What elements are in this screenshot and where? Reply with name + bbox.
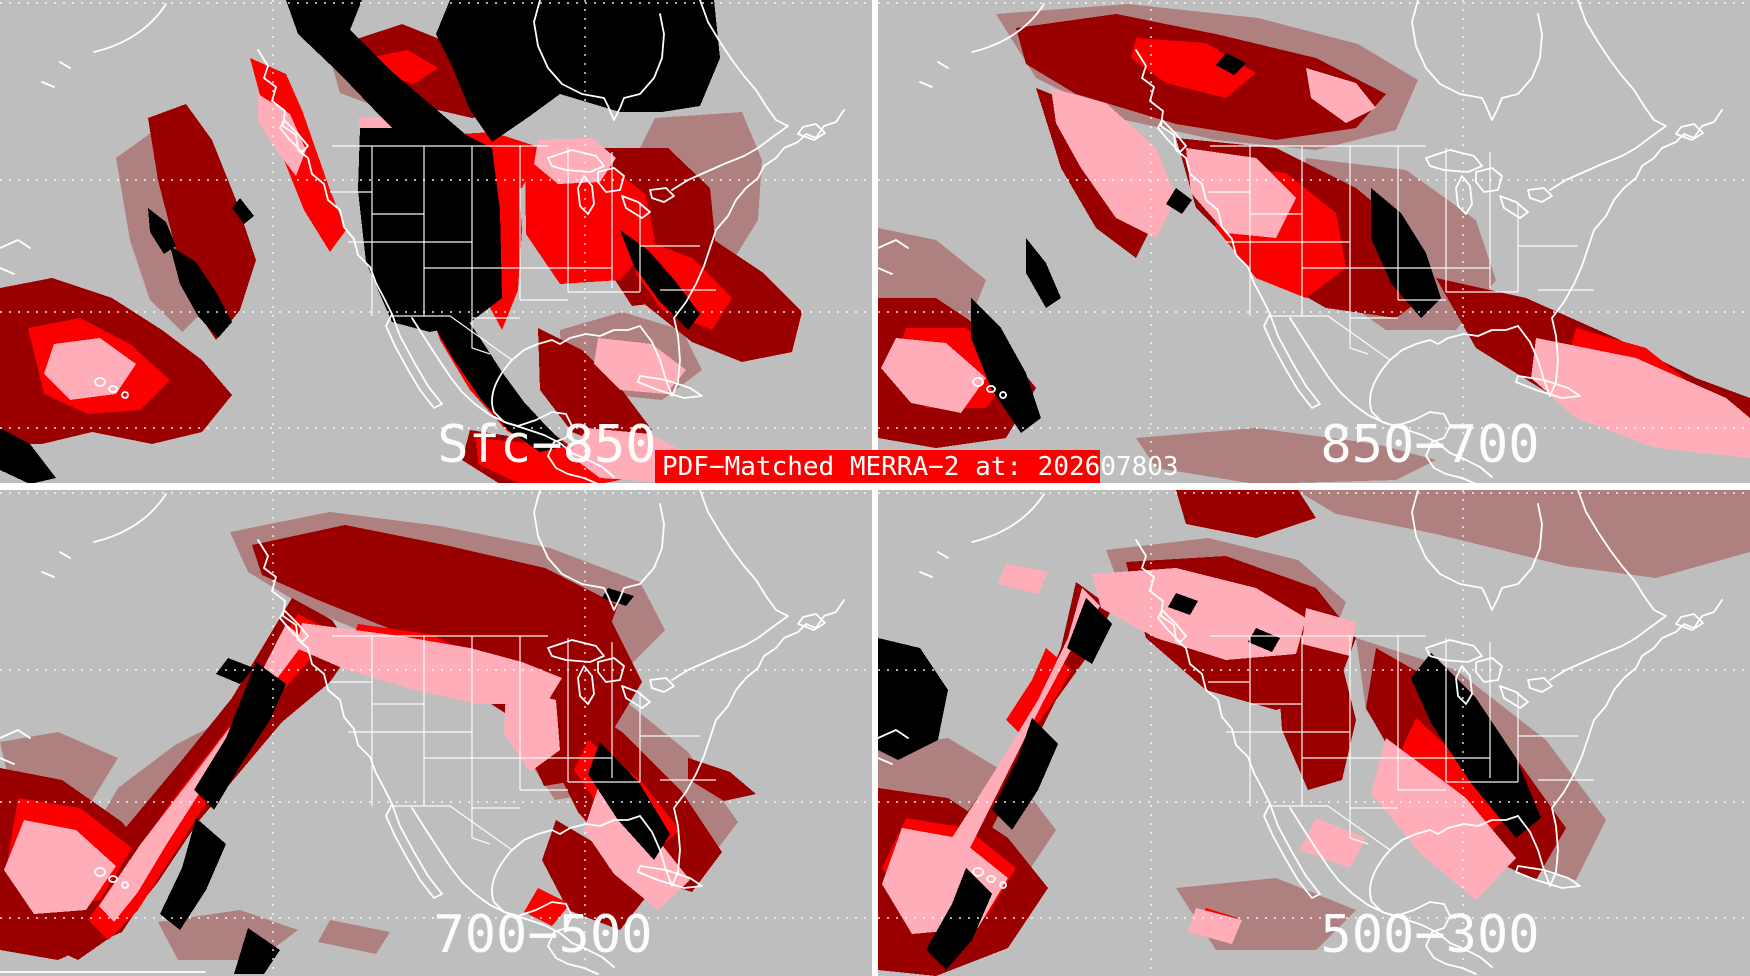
humidity-data-layer <box>878 4 1750 484</box>
panel-label: 850−700 <box>1320 415 1539 475</box>
panel-label: 500−300 <box>1320 905 1539 965</box>
banner-text: PDF−Matched MERRA−2 at: 202607803 <box>662 452 1179 482</box>
panel-label: Sfc−850 <box>437 415 656 475</box>
map-panel-500-300: 500−300 <box>878 490 1750 976</box>
timestamp-banner: PDF−Matched MERRA−2 at: 202607803 <box>655 450 1179 483</box>
map-panel-700-500: 700−500 <box>0 490 872 976</box>
map-panel-850-700: 850−700 <box>878 0 1750 486</box>
banner-background <box>655 450 1100 483</box>
panel-label: 700−500 <box>433 905 652 965</box>
humidity-data-layer <box>0 0 802 484</box>
map-panel-sfc-850: Sfc−850 <box>0 0 872 486</box>
panel-divider-horizontal <box>0 483 1750 490</box>
humidity-data-layer <box>0 512 756 974</box>
